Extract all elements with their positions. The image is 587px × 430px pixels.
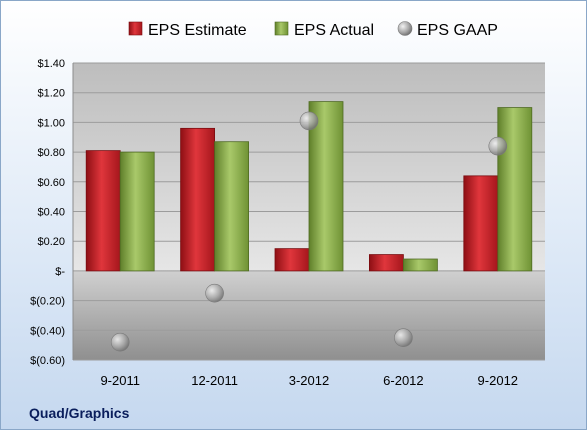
legend-gaap-swatch <box>397 21 413 36</box>
eps-gaap-point <box>299 111 319 131</box>
legend-label: EPS Estimate <box>148 22 247 39</box>
x-category-label: 12-2011 <box>191 373 238 388</box>
legend-label: EPS Actual <box>294 22 374 39</box>
x-category-label: 9-2012 <box>478 373 518 388</box>
y-tick-label: $1.40 <box>37 58 65 70</box>
eps-actual-bar <box>214 141 250 272</box>
x-category-label: 3-2012 <box>289 373 329 388</box>
eps-estimate-bar <box>85 150 121 272</box>
eps-gaap-point <box>110 332 130 352</box>
y-tick-label: $1.20 <box>37 88 65 100</box>
eps-actual-bar <box>308 101 344 272</box>
y-tick-label: $(0.20) <box>30 296 65 308</box>
y-tick-label: $0.80 <box>37 147 65 159</box>
eps-actual-bar <box>497 107 533 272</box>
eps-estimate-bar <box>368 254 404 272</box>
eps-estimate-bar <box>274 248 310 272</box>
x-category-label: 9-2011 <box>100 373 140 388</box>
company-label: Quad/Graphics <box>29 405 130 421</box>
y-tick-label: $0.20 <box>37 236 65 248</box>
y-tick-label: $1.00 <box>37 117 65 129</box>
eps-gaap-point <box>488 136 508 156</box>
eps-gaap-point <box>205 283 224 303</box>
y-tick-label: $(0.40) <box>30 325 65 337</box>
eps-actual-bar <box>402 258 438 272</box>
eps-estimate-bar <box>463 175 499 272</box>
plot-area-negative <box>73 270 545 360</box>
eps-gaap-point <box>394 328 413 348</box>
y-tick-label: $0.40 <box>37 207 65 219</box>
y-tick-label: $- <box>55 266 65 278</box>
legend-actual-swatch <box>274 21 289 36</box>
y-tick-label: $(0.60) <box>30 355 65 367</box>
eps-estimate-bar <box>180 127 216 272</box>
y-tick-label: $0.60 <box>37 177 65 189</box>
x-category-label: 6-2012 <box>383 373 423 388</box>
eps-actual-bar <box>119 151 155 272</box>
legend-label: EPS GAAP <box>417 22 498 39</box>
legend-estimate-swatch <box>128 21 143 36</box>
